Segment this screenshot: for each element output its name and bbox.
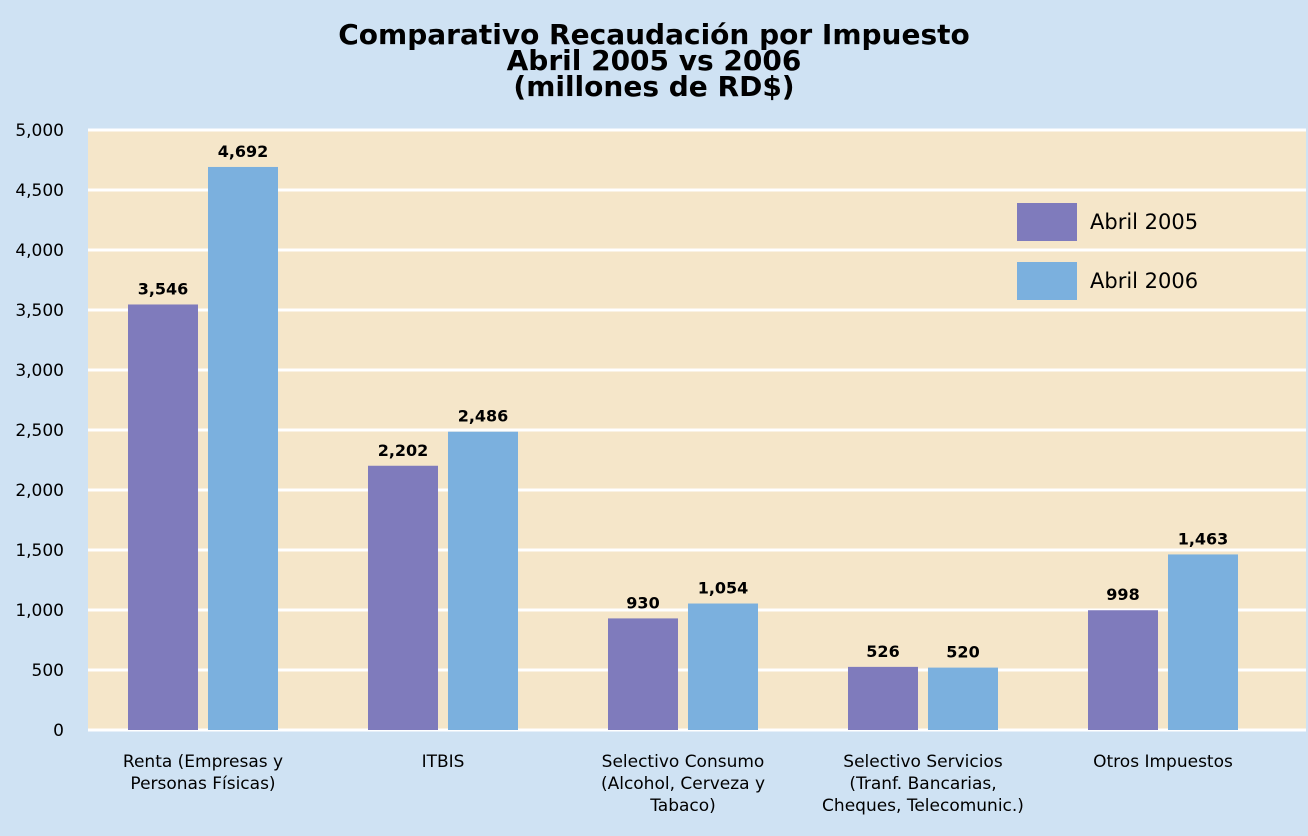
bar bbox=[848, 666, 918, 730]
y-tick-label: 0 bbox=[53, 721, 64, 741]
legend-label: Abril 2006 bbox=[1090, 269, 1198, 293]
x-tick-label: Renta (Empresas y Personas Físicas) bbox=[123, 752, 283, 794]
y-tick-label: 500 bbox=[32, 661, 64, 681]
value-label: 3,546 bbox=[138, 279, 189, 298]
bar bbox=[1088, 610, 1158, 730]
x-tick-label: Selectivo Consumo (Alcohol, Cerveza y Taba… bbox=[601, 752, 765, 816]
bar bbox=[608, 618, 678, 730]
value-label: 1,054 bbox=[698, 579, 749, 598]
value-label: 1,463 bbox=[1178, 529, 1229, 548]
bar bbox=[208, 166, 278, 730]
value-label: 930 bbox=[626, 593, 659, 612]
y-tick-label: 2,000 bbox=[15, 481, 64, 501]
bar bbox=[128, 304, 198, 730]
bar bbox=[448, 431, 518, 730]
bar bbox=[368, 465, 438, 730]
y-tick-label: 4,500 bbox=[15, 181, 64, 201]
y-tick-label: 3,500 bbox=[15, 301, 64, 321]
y-tick-label: 3,000 bbox=[15, 361, 64, 381]
value-label: 998 bbox=[1106, 585, 1139, 604]
y-tick-label: 5,000 bbox=[15, 121, 64, 141]
bar bbox=[688, 603, 758, 730]
y-tick-label: 4,000 bbox=[15, 241, 64, 261]
value-label: 520 bbox=[946, 643, 979, 662]
y-tick-label: 2,500 bbox=[15, 421, 64, 441]
x-tick-label: Selectivo Servicios (Tranf. Bancarias, Che… bbox=[822, 752, 1024, 816]
value-label: 526 bbox=[866, 642, 899, 661]
bar bbox=[928, 667, 998, 730]
legend-label: Abril 2005 bbox=[1090, 210, 1198, 234]
legend-swatch bbox=[1017, 262, 1077, 300]
legend-swatch bbox=[1017, 203, 1077, 241]
value-label: 2,486 bbox=[458, 407, 509, 426]
x-tick-label: ITBIS bbox=[422, 752, 465, 772]
value-label: 2,202 bbox=[378, 441, 429, 460]
y-tick-label: 1,500 bbox=[15, 541, 64, 561]
bar bbox=[1168, 554, 1238, 730]
y-tick-label: 1,000 bbox=[15, 601, 64, 621]
chart-title: Comparativo Recaudación por Impuesto Abri… bbox=[338, 18, 970, 103]
value-label: 4,692 bbox=[218, 142, 269, 161]
x-tick-label: Otros Impuestos bbox=[1093, 752, 1233, 772]
